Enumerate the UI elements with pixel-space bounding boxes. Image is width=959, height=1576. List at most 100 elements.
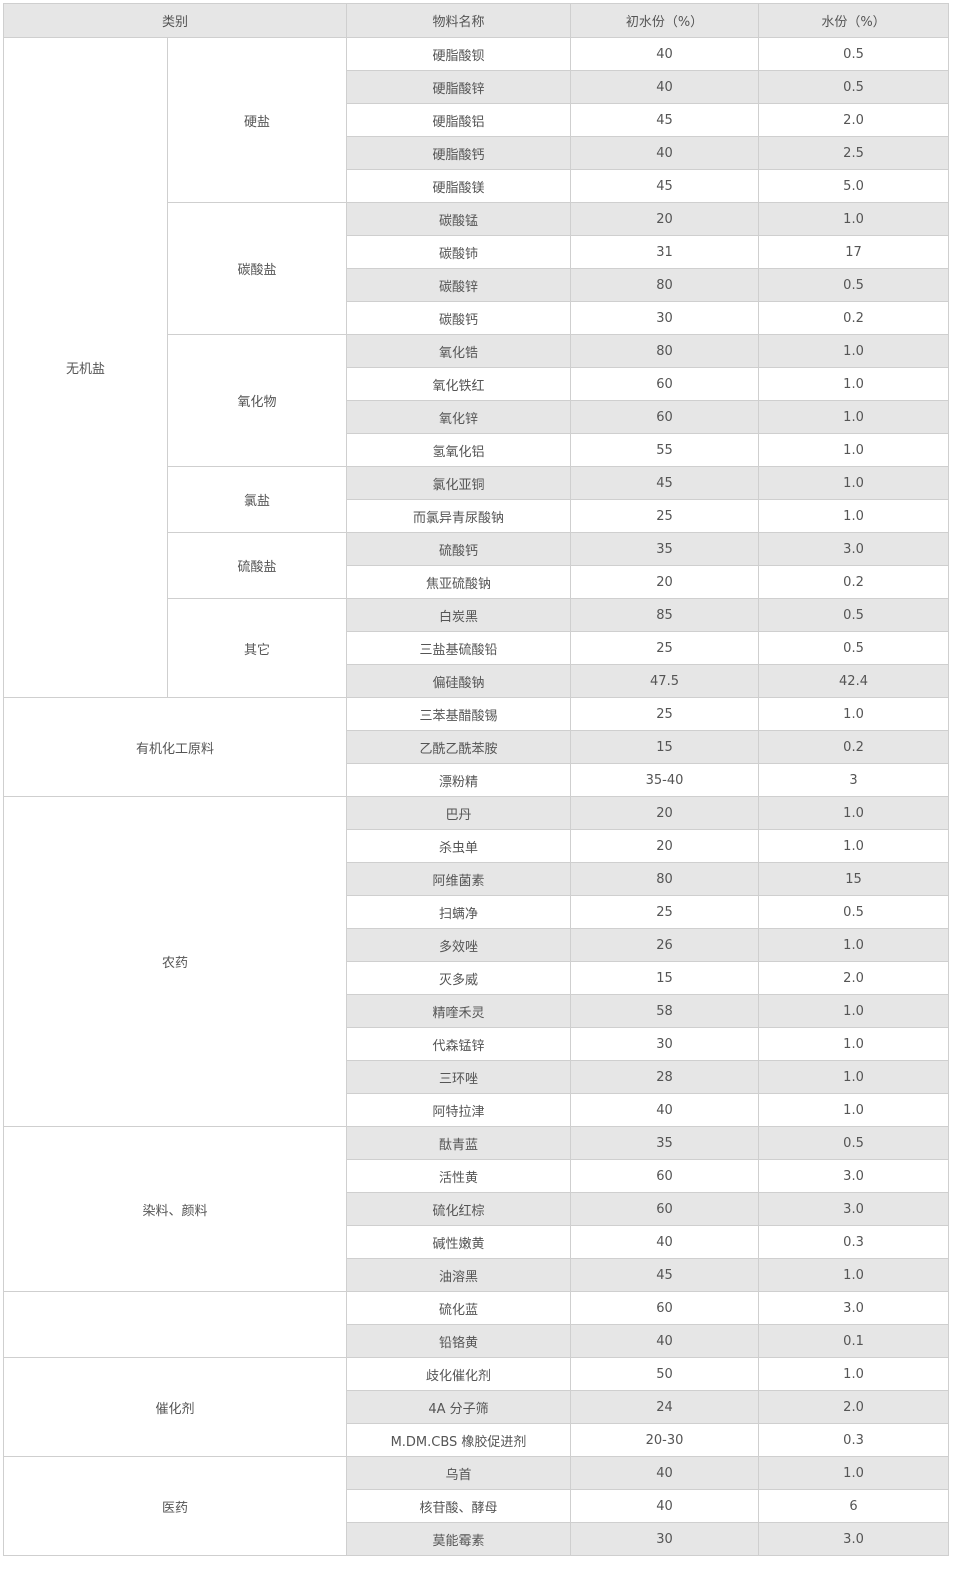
moisture: 0.5 — [758, 70, 950, 104]
material-name: 氢氧化铝 — [346, 433, 572, 467]
initial-moisture: 40 — [570, 136, 760, 170]
material-name: 硬脂酸钡 — [346, 37, 572, 71]
material-name: 硬脂酸铝 — [346, 103, 572, 137]
material-name: 硬脂酸锌 — [346, 70, 572, 104]
material-name: 代森锰锌 — [346, 1027, 572, 1061]
moisture: 3.0 — [758, 1522, 950, 1556]
initial-moisture: 35-40 — [570, 763, 760, 797]
material-name: 巴丹 — [346, 796, 572, 830]
moisture: 0.3 — [758, 1423, 950, 1457]
table-row: 代森锰锌 30 1.0 — [4, 1027, 950, 1061]
table-row: 催化剂 歧化催化剂 50 1.0 — [2, 1357, 950, 1457]
moisture: 2.5 — [758, 136, 950, 170]
material-name: 氧化锆 — [346, 334, 572, 368]
initial-moisture: 35 — [570, 1126, 760, 1160]
category-cell — [2, 1291, 348, 1358]
initial-moisture: 55 — [570, 433, 760, 467]
initial-moisture: 40 — [570, 1489, 760, 1523]
table-row: 硬脂酸铝 45 2.0 — [4, 103, 950, 137]
material-name: 扫螨净 — [346, 895, 572, 929]
table-row: 碳酸盐 碳酸锰 20 1.0 — [4, 202, 950, 335]
initial-moisture: 20 — [570, 829, 760, 863]
table-row: 三环唑 28 1.0 — [4, 1060, 950, 1094]
moisture: 1.0 — [758, 202, 950, 236]
header-moisture: 水份（%） — [758, 3, 950, 38]
moisture: 5.0 — [758, 169, 950, 203]
material-name: 硬脂酸镁 — [346, 169, 572, 203]
moisture-table: 类别 物料名称 初水份（%） 水份（%） 无机盐 硬盐 硬脂酸钡 40 0.5 硬脂酸锌 4… — [2, 3, 950, 1556]
moisture: 1.0 — [758, 334, 950, 368]
material-name: 阿维菌素 — [346, 862, 572, 896]
table-row: 氯盐 氯化亚铜 45 1.0 — [4, 466, 950, 533]
table-row: 扫螨净 25 0.5 — [4, 895, 950, 929]
moisture: 1.0 — [758, 796, 950, 830]
moisture: 1.0 — [758, 433, 950, 467]
table-body: 无机盐 硬盐 硬脂酸钡 40 0.5 硬脂酸锌 40 0.5 硬脂酸铝 45 2.0 硬脂酸钙 40 2.… — [2, 37, 950, 1556]
material-name: 硫化红棕 — [346, 1192, 572, 1226]
material-name: 氧化锌 — [346, 400, 572, 434]
initial-moisture: 60 — [570, 1291, 760, 1325]
initial-moisture: 40 — [570, 37, 760, 71]
material-name: 碱性嫩黄 — [346, 1225, 572, 1259]
moisture: 3.0 — [758, 1291, 950, 1325]
moisture: 1.0 — [758, 829, 950, 863]
table-row: 硬脂酸钙 40 2.5 — [4, 136, 950, 170]
moisture: 0.2 — [758, 565, 950, 599]
material-name: 偏硅酸钠 — [346, 664, 572, 698]
table-row: 杀虫单 20 1.0 — [4, 829, 950, 863]
moisture: 0.5 — [758, 598, 950, 632]
moisture: 0.5 — [758, 895, 950, 929]
table-row: 硬脂酸镁 45 5.0 — [4, 169, 950, 203]
initial-moisture: 20 — [570, 796, 760, 830]
material-name: 多效唑 — [346, 928, 572, 962]
category-cell: 催化剂 — [2, 1357, 348, 1457]
moisture: 1.0 — [758, 928, 950, 962]
initial-moisture: 30 — [570, 1522, 760, 1556]
header-material: 物料名称 — [346, 3, 572, 38]
moisture: 1.0 — [758, 367, 950, 401]
material-name: 灭多威 — [346, 961, 572, 995]
table-row: 漂粉精 35-40 3 — [4, 763, 950, 797]
initial-moisture: 15 — [570, 961, 760, 995]
material-name: 氯化亚铜 — [346, 466, 572, 500]
material-name: 活性黄 — [346, 1159, 572, 1193]
initial-moisture: 47.5 — [570, 664, 760, 698]
table-row: 有机化工原料 三苯基醋酸锡 25 1.0 — [2, 697, 950, 797]
moisture: 1.0 — [758, 400, 950, 434]
moisture: 2.0 — [758, 103, 950, 137]
moisture: 1.0 — [758, 1027, 950, 1061]
material-name: 三苯基醋酸锡 — [346, 697, 572, 731]
moisture: 2.0 — [758, 1390, 950, 1424]
category-cell: 农药 — [2, 796, 348, 1127]
moisture: 0.5 — [758, 268, 950, 302]
subcategory-cell: 硫酸盐 — [166, 532, 348, 599]
initial-moisture: 45 — [570, 103, 760, 137]
material-name: 硬脂酸钙 — [346, 136, 572, 170]
material-name: 三盐基硫酸铅 — [346, 631, 572, 665]
initial-moisture: 25 — [570, 499, 760, 533]
moisture: 1.0 — [758, 1258, 950, 1292]
table-row: 核苷酸、酵母 40 6 — [4, 1489, 950, 1523]
initial-moisture: 20 — [570, 202, 760, 236]
moisture: 1.0 — [758, 1357, 950, 1391]
material-name: 漂粉精 — [346, 763, 572, 797]
moisture: 17 — [758, 235, 950, 269]
initial-moisture: 40 — [570, 1456, 760, 1490]
moisture: 1.0 — [758, 1456, 950, 1490]
initial-moisture: 25 — [570, 697, 760, 731]
moisture: 0.2 — [758, 730, 950, 764]
table-row: 染料、颜料 酞青蓝 35 0.5 — [2, 1126, 950, 1292]
material-name: 铅铬黄 — [346, 1324, 572, 1358]
table-row: 阿维菌素 80 15 — [4, 862, 950, 896]
initial-moisture: 25 — [570, 631, 760, 665]
initial-moisture: 20 — [570, 565, 760, 599]
moisture: 1.0 — [758, 1060, 950, 1094]
initial-moisture: 40 — [570, 1093, 760, 1127]
initial-moisture: 35 — [570, 532, 760, 566]
subcategory-cell: 碳酸盐 — [166, 202, 348, 335]
subcategory-cell: 其它 — [166, 598, 348, 698]
initial-moisture: 40 — [570, 1324, 760, 1358]
material-name: 核苷酸、酵母 — [346, 1489, 572, 1523]
table-row: 焦亚硫酸钠 20 0.2 — [4, 565, 950, 599]
initial-moisture: 25 — [570, 895, 760, 929]
